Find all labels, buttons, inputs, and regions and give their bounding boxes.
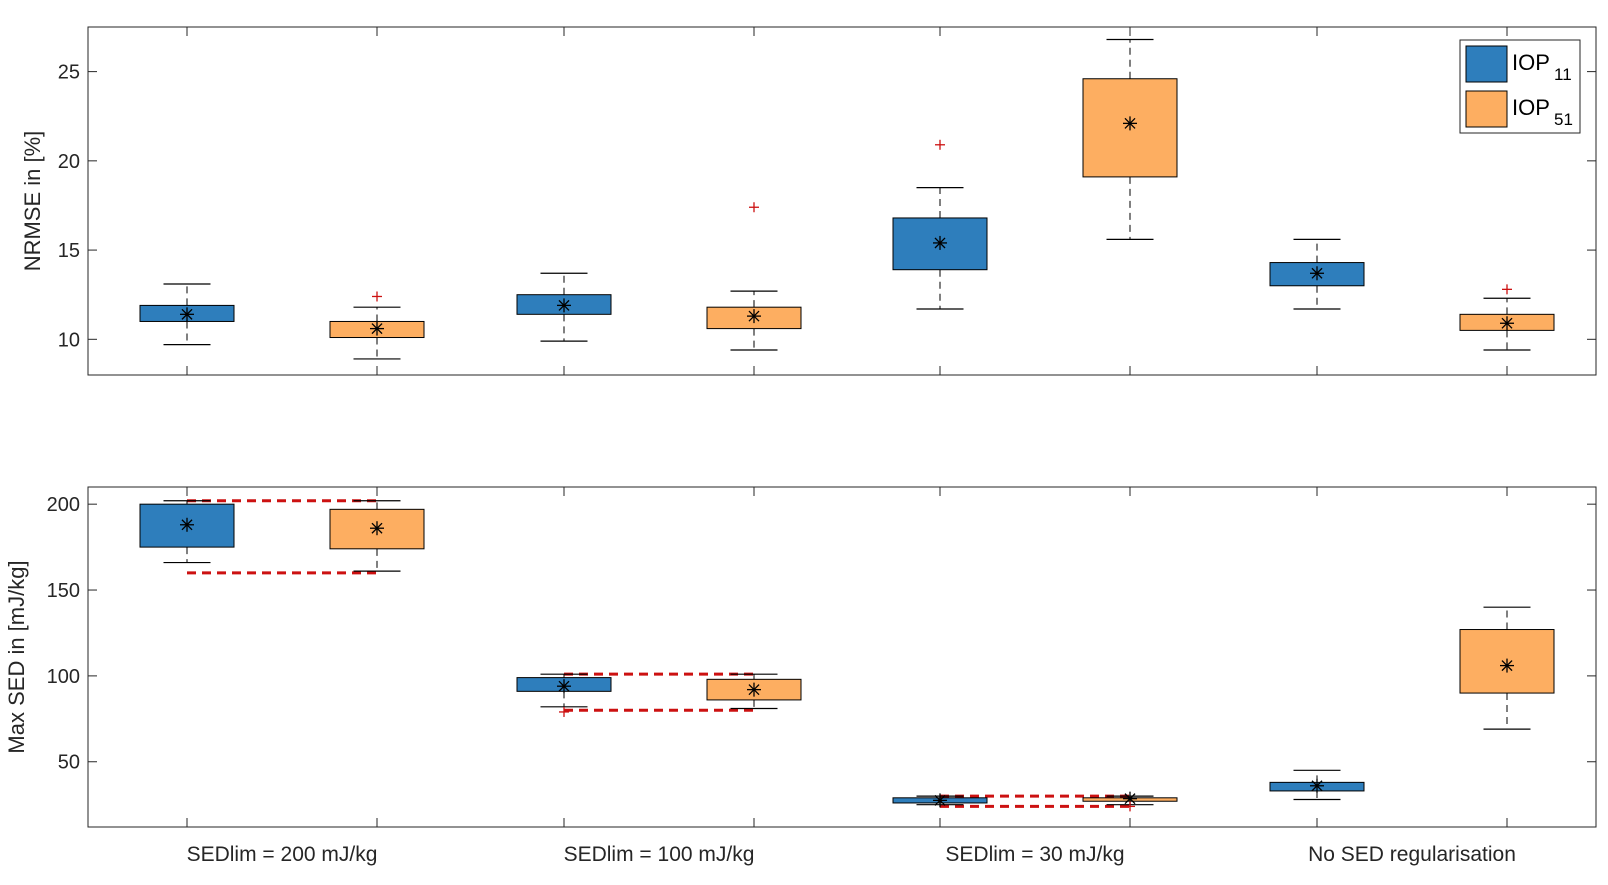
y-tick-label: 50 — [58, 752, 80, 774]
plot-area-frame — [87, 486, 1597, 828]
median-marker-stroke — [1311, 780, 1323, 792]
median-marker-stroke — [371, 522, 383, 534]
x-category-label: No SED regularisation — [1308, 843, 1516, 866]
legend-label: IOP — [1512, 50, 1550, 75]
median-marker-stroke — [1124, 793, 1136, 805]
y-tick-label: 10 — [58, 329, 80, 351]
outlier-marker — [1125, 801, 1135, 812]
median-marker-stroke — [934, 794, 946, 806]
median-marker-stroke — [1501, 317, 1513, 329]
median-marker — [370, 321, 384, 336]
legend-label: IOP — [1512, 95, 1550, 120]
median-marker — [180, 307, 194, 322]
median-marker-stroke — [934, 237, 946, 249]
outlier-marker — [372, 291, 382, 302]
median-marker-stroke — [181, 308, 193, 320]
median-marker-stroke — [181, 519, 193, 531]
x-category-label: SEDlim = 30 mJ/kg — [945, 843, 1124, 866]
median-marker — [933, 793, 947, 808]
max-sed-panel: 50 100 150 200 Max SED in [mJ/kg] SEDlim = 20… — [4, 486, 1597, 866]
outlier-marker — [1502, 284, 1512, 295]
legend-label-subscript: 11 — [1554, 65, 1572, 84]
outlier-marker — [935, 139, 945, 150]
y-axis-label: Max SED in [mJ/kg] — [4, 560, 29, 753]
median-marker-stroke — [1501, 660, 1513, 672]
median-marker-stroke — [371, 323, 383, 335]
x-category-label: SEDlim = 200 mJ/kg — [187, 843, 378, 866]
legend-swatch-iop51 — [1465, 90, 1508, 128]
median-marker-stroke — [558, 299, 570, 311]
median-marker — [557, 679, 571, 694]
x-category-label: SEDlim = 100 mJ/kg — [564, 843, 755, 866]
median-marker — [747, 309, 761, 324]
median-marker — [1500, 316, 1514, 331]
median-marker — [370, 521, 384, 536]
median-marker-stroke — [558, 680, 570, 692]
y-tick-label: 15 — [58, 240, 80, 262]
median-marker — [1500, 658, 1514, 673]
median-marker — [1123, 116, 1137, 131]
median-marker — [1310, 266, 1324, 281]
legend-label-subscript: 51 — [1554, 110, 1573, 129]
outlier-marker — [749, 202, 759, 213]
median-marker — [557, 298, 571, 313]
median-marker — [1310, 778, 1324, 793]
median-marker — [933, 235, 947, 250]
median-marker-stroke — [1311, 267, 1323, 279]
median-marker — [180, 517, 194, 532]
median-marker — [747, 682, 761, 697]
y-tick-label: 150 — [47, 580, 80, 602]
median-marker-stroke — [748, 310, 760, 322]
plot-area-frame — [87, 26, 1597, 376]
nrmse-panel: 10 15 20 25 NRMSE in [%] — [20, 26, 1597, 376]
median-marker-stroke — [748, 684, 760, 696]
legend-swatch-iop11 — [1465, 45, 1508, 83]
y-tick-label: 200 — [47, 494, 80, 516]
y-axis-label: NRMSE in [%] — [20, 131, 45, 272]
median-marker-stroke — [1124, 117, 1136, 129]
y-tick-label: 20 — [58, 151, 80, 173]
outlier-marker — [559, 706, 569, 717]
y-tick-label: 25 — [58, 62, 80, 84]
y-tick-label: 100 — [47, 666, 80, 688]
